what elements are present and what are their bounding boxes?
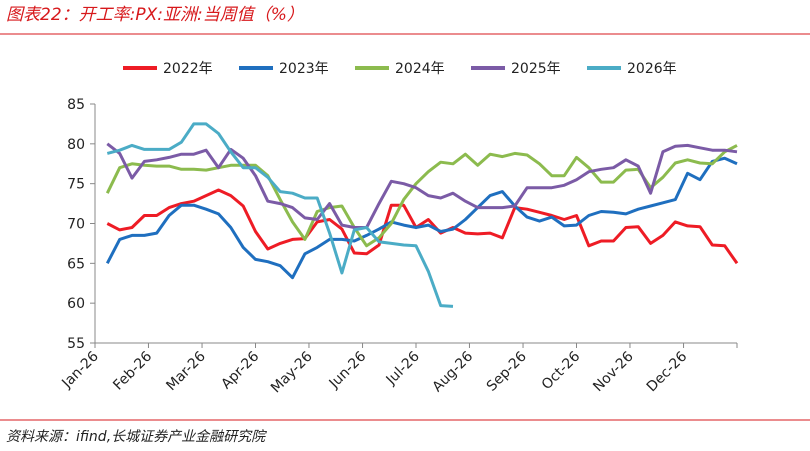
legend-label: 2024年 — [395, 61, 445, 77]
legend-label: 2026年 — [627, 61, 677, 77]
x-tick-label: Nov-26 — [590, 348, 637, 395]
x-tick-label: Feb-26 — [110, 348, 155, 393]
series-line — [106, 188, 739, 265]
legend-label: 2023年 — [279, 61, 329, 77]
x-tick-label: Jun-26 — [326, 348, 370, 392]
y-tick-label: 75 — [67, 177, 85, 193]
series-line — [106, 122, 454, 308]
x-tick-label: Apr-26 — [218, 348, 262, 392]
series-line — [106, 142, 738, 229]
x-tick-label: Mar-26 — [163, 348, 209, 394]
source: 资料来源：ifind,长城证券产业金融研究院 — [6, 429, 267, 445]
x-tick-label: Oct-26 — [539, 348, 584, 393]
x-tick-label: Jul-26 — [383, 348, 423, 388]
x-tick-label: Sep-26 — [484, 348, 530, 394]
series-line — [105, 144, 738, 248]
x-tick-label: Dec-26 — [644, 348, 691, 395]
y-tick-label: 55 — [67, 336, 85, 352]
legend-label: 2025年 — [511, 61, 561, 77]
y-tick-label: 65 — [67, 256, 85, 272]
chart-title: 图表22：开工率:PX:亚洲:当周值（%） — [6, 5, 304, 25]
y-tick-label: 85 — [67, 97, 85, 113]
series-line — [105, 156, 738, 280]
x-tick-label: May-26 — [268, 348, 316, 396]
legend-label: 2022年 — [163, 61, 213, 77]
x-tick-label: Aug-26 — [429, 348, 476, 395]
x-tick-label: Jan-26 — [58, 348, 102, 392]
y-tick-label: 70 — [67, 217, 85, 233]
y-tick-label: 80 — [67, 137, 85, 153]
y-tick-label: 60 — [67, 296, 85, 312]
